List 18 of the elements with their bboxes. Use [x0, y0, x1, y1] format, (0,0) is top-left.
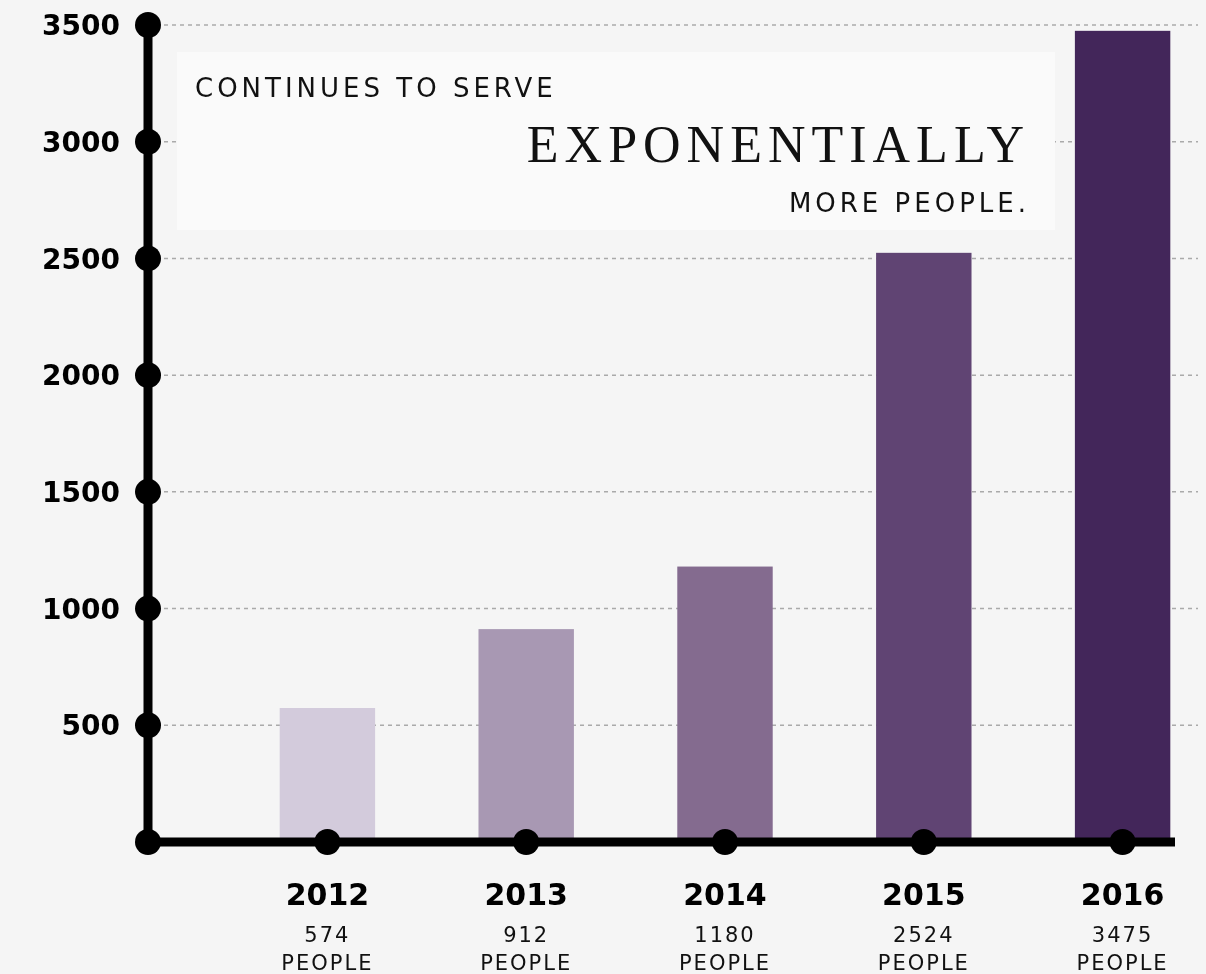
data-label: 912 PEOPLE — [480, 923, 573, 974]
y-tick-label: 500 — [61, 709, 120, 743]
data-label: 2524 PEOPLE — [877, 923, 970, 974]
y-tick-label: 3000 — [42, 125, 120, 159]
x-tick-label: 2013 — [484, 877, 568, 912]
data-label: 3475 PEOPLE — [1076, 923, 1169, 974]
x-tick-label: 2015 — [882, 877, 966, 912]
y-tick-label: 2500 — [42, 242, 120, 276]
x-tick-label: 2014 — [683, 877, 767, 912]
y-tick-label: 3500 — [42, 9, 120, 43]
data-label: 1180 PEOPLE — [678, 923, 772, 974]
x-tick-label: 2012 — [285, 877, 370, 912]
y-tick-label: 1000 — [42, 592, 120, 626]
data-label: 574 PEOPLE — [281, 923, 374, 974]
y-tick-label: 1500 — [42, 475, 120, 509]
x-tick-label: 2016 — [1080, 877, 1165, 912]
text: CONTINUES TO SERVE EXPONENTIALLY MORE PEOPLE. — [195, 73, 1030, 218]
y-tick-label: 2000 — [42, 359, 120, 393]
